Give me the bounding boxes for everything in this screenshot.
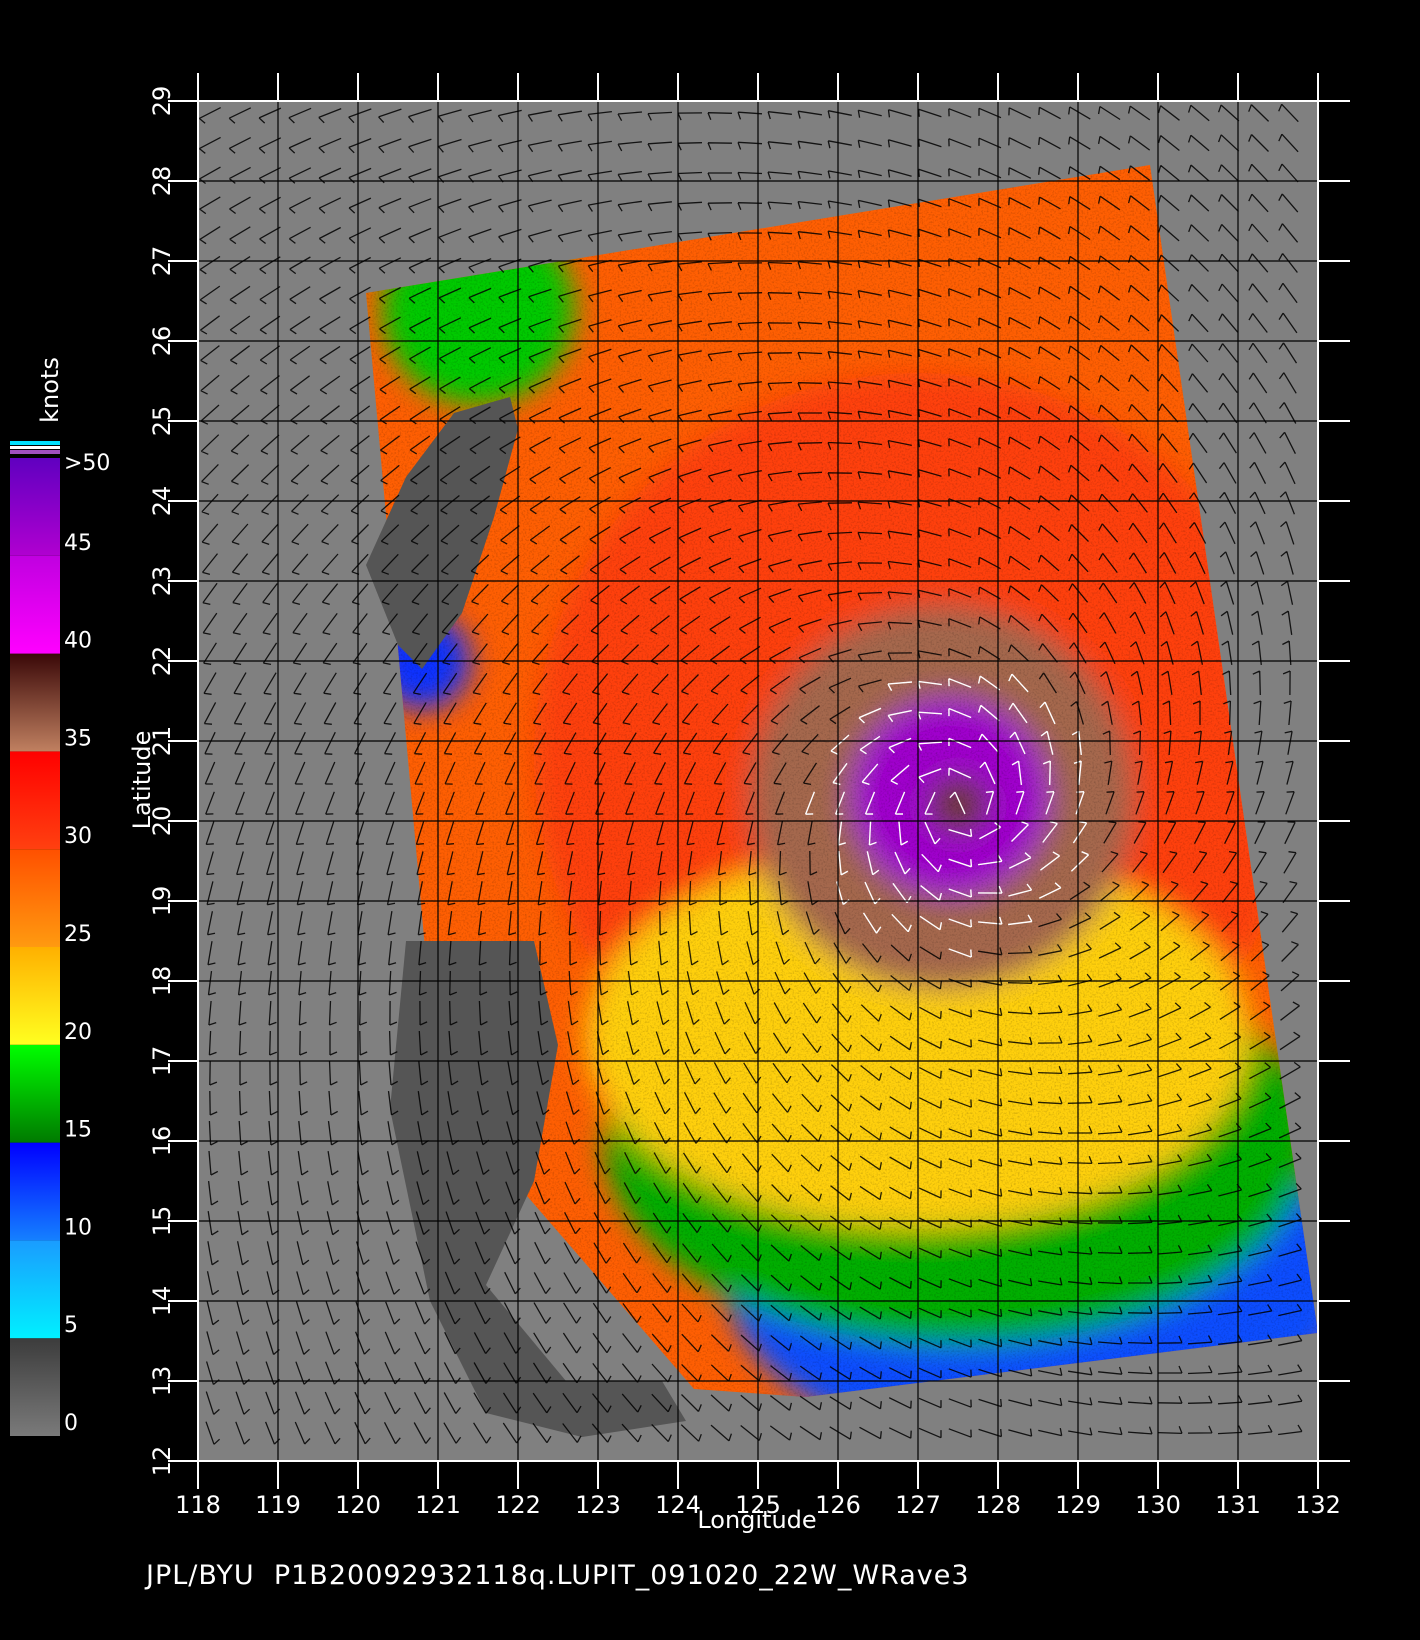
x-axis-label: Longitude [697,1506,816,1534]
colorbar-tick-label: 45 [64,531,92,556]
y-tick-label: 18 [148,966,176,997]
land-luzon [390,941,686,1437]
y-tick-label: 12 [148,1446,176,1477]
y-tick-label: 28 [148,166,176,197]
colorbar-band [10,751,60,850]
y-tick-label: 17 [148,1046,176,1077]
x-tick-label: 129 [1055,1491,1101,1519]
y-tick-label: 16 [148,1126,176,1157]
y-tick-label: 21 [148,726,176,757]
x-tick-label: 119 [255,1491,301,1519]
colorbar-band [10,1142,60,1241]
colorbar-band [10,555,60,654]
land-masses [366,397,686,1437]
colorbar-tick-label: 0 [64,1411,78,1436]
colorbar-tick-label: 35 [64,726,92,751]
y-tick-label: 13 [148,1366,176,1397]
colorbar-cap-white [10,446,60,449]
y-tick-label: 29 [148,86,176,117]
x-tick-label: 130 [1135,1491,1181,1519]
colorbar-band [10,947,60,1045]
y-axis-label: Latitude [128,731,156,830]
y-tick-label: 24 [148,486,176,517]
colorbar-band [10,653,60,752]
colorbar-tick-label: 10 [64,1215,92,1240]
colorbar-tick-label: 40 [64,629,92,654]
colorbar-tick-label: 25 [64,922,92,947]
wind-barbs-black [198,103,1303,1445]
x-tick-labels: 118 119 120 121 122 123 124 125 126 127 128 129 130 1… [175,1491,1341,1519]
colorbar-band [10,849,60,947]
colorbar-band [10,1338,60,1436]
colorbar-tick-label: 20 [64,1020,92,1045]
colorbar-tick-labels: 0 5 10 15 20 25 30 35 40 45 >50 [64,451,110,1436]
x-tick-label: 122 [495,1491,541,1519]
y-tick-labels: 12 13 14 15 16 17 18 19 20 21 22 23 24 25 26 27 28 29 [148,86,176,1477]
x-tick-label: 121 [415,1491,461,1519]
x-tick-label: 125 [735,1491,781,1519]
y-tick-label: 26 [148,326,176,357]
y-tick-label: 19 [148,886,176,917]
colorbar-band [10,1044,60,1143]
colorbar-band [10,458,60,556]
x-tick-label: 126 [815,1491,861,1519]
x-tick-label: 132 [1295,1491,1341,1519]
lat-lon-grid [198,101,1318,1461]
wind-barbs [198,103,1303,1445]
colorbar-tick-label: 30 [64,824,92,849]
land-taiwan [366,397,518,669]
colorbar-tick-label: 15 [64,1118,92,1143]
x-tick-label: 118 [175,1491,221,1519]
colorbar-cap-purple [10,450,60,454]
colorbar-title: knots [36,357,64,423]
x-tick-label: 128 [975,1491,1021,1519]
product-id-footer: JPL/BYU P1B20092932118q.LUPIT_091020_22W… [146,1560,970,1591]
x-tick-label: 120 [335,1491,381,1519]
y-tick-label: 15 [148,1206,176,1237]
x-tick-label: 124 [655,1491,701,1519]
colorbar: 0 5 10 15 20 25 30 35 40 45 >50 knots [10,357,110,1436]
y-tick-label: 25 [148,406,176,437]
colorbar-bands [10,458,60,1436]
x-tick-label: 127 [895,1491,941,1519]
y-tick-label: 14 [148,1286,176,1317]
x-tick-label: 123 [575,1491,621,1519]
colorbar-tick-label: 5 [64,1313,78,1338]
colorbar-tick-label: >50 [64,451,110,476]
y-tick-label: 27 [148,246,176,277]
colorbar-band [10,1240,60,1339]
wind-barbs-white [804,673,1090,958]
axis-tick-marks [168,73,1350,1489]
x-tick-label: 131 [1215,1491,1261,1519]
map-area [198,101,1318,1461]
y-tick-label: 20 [148,806,176,837]
y-tick-label: 23 [148,566,176,597]
colorbar-cap-cyan [10,441,60,445]
y-tick-label: 22 [148,646,176,677]
